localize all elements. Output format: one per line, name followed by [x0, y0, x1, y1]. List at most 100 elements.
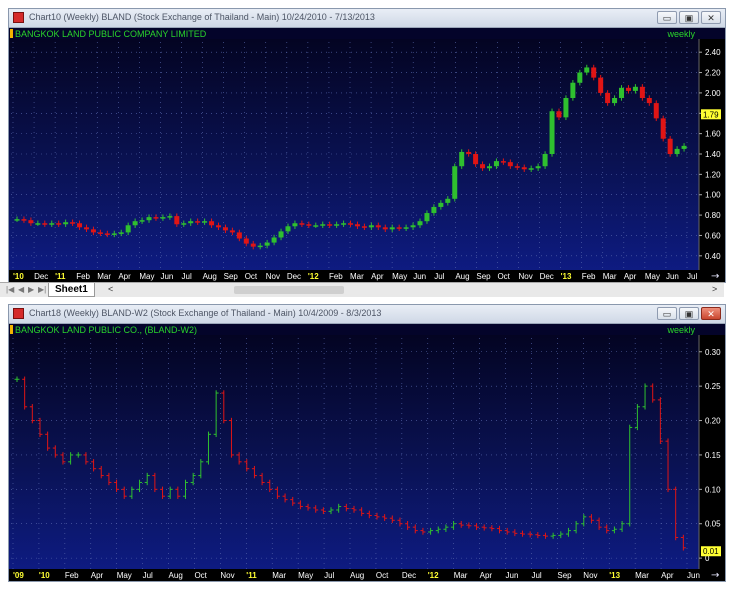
price-candle	[542, 154, 548, 167]
restore-button[interactable]: ▣	[679, 307, 699, 320]
price-candle	[139, 220, 145, 222]
x-tick-label: Feb	[65, 571, 79, 580]
horizontal-scrollbar[interactable]	[234, 286, 344, 294]
x-tick-label: May	[392, 272, 407, 281]
x-tick-label: Dec	[540, 272, 554, 281]
chart18-titlebar[interactable]: Chart18 (Weekly) BLAND-W2 (Stock Exchang…	[9, 305, 725, 324]
x-tick-label: Oct	[376, 571, 389, 580]
sheet-nav-first-icon[interactable]: |◀	[6, 285, 15, 294]
y-tick-label: 2.00	[705, 89, 721, 98]
price-candle	[528, 168, 534, 170]
price-candle	[591, 67, 597, 78]
x-tick-label: Nov	[220, 571, 234, 580]
price-candle	[375, 225, 381, 228]
sheet-nav-next-icon[interactable]: ▶	[28, 285, 35, 294]
x-tick-label: Mar	[97, 272, 111, 281]
x-tick-label: Feb	[329, 272, 343, 281]
price-candle	[202, 221, 208, 223]
x-tick-label: Jun	[506, 571, 519, 580]
price-candle	[229, 230, 235, 233]
title-strip	[9, 28, 725, 39]
scroll-right-icon[interactable]: >	[712, 284, 718, 294]
chart-app-icon	[13, 308, 24, 319]
y-tick-label: 2.20	[705, 69, 721, 78]
scroll-left-icon[interactable]: <	[108, 284, 114, 294]
price-candle	[445, 198, 451, 203]
title-strip	[9, 324, 725, 335]
price-candle	[674, 148, 680, 154]
price-candle	[35, 223, 41, 225]
x-tick-label: Mar	[603, 272, 617, 281]
chart-title: BANGKOK LAND PUBLIC CO., (BLAND-W2)	[15, 325, 197, 335]
price-candle	[410, 225, 416, 228]
x-tick-label: Oct	[497, 272, 510, 281]
price-candle	[667, 138, 673, 154]
sheet-nav-last-icon[interactable]: ▶|	[38, 285, 47, 294]
x-tick-label: Apr	[91, 571, 104, 580]
price-candle	[514, 166, 520, 168]
chart-app-icon	[13, 12, 24, 23]
price-candle	[348, 223, 354, 225]
x-tick-label: Sep	[557, 571, 572, 580]
price-candle	[681, 145, 687, 149]
x-tick-label: Oct	[194, 571, 207, 580]
price-candle	[368, 225, 374, 228]
y-tick-label: 1.20	[705, 170, 721, 179]
price-candle	[313, 225, 319, 227]
price-candle	[327, 224, 333, 226]
price-candle	[83, 227, 89, 230]
close-button[interactable]: ✕	[701, 11, 721, 24]
price-candle	[306, 224, 312, 226]
x-tick-label: '10	[39, 571, 50, 580]
price-candle	[70, 222, 76, 224]
close-button[interactable]: ✕	[701, 307, 721, 320]
y-tick-label: 0.25	[705, 382, 721, 391]
price-candle	[63, 222, 69, 225]
x-tick-label: Jul	[434, 272, 444, 281]
y-tick-label: 0.40	[705, 252, 721, 261]
chart10-titlebar[interactable]: Chart10 (Weekly) BLAND (Stock Exchange o…	[9, 9, 725, 28]
chart18-plot-area[interactable]: BANGKOK LAND PUBLIC CO., (BLAND-W2) weekl…	[9, 324, 725, 581]
price-candle	[570, 82, 576, 98]
price-candle	[424, 213, 430, 222]
chart18-title: Chart18 (Weekly) BLAND-W2 (Stock Exchang…	[29, 308, 382, 318]
price-candle	[493, 161, 499, 167]
minimize-button[interactable]: ▭	[657, 307, 677, 320]
x-tick-label: Mar	[350, 272, 364, 281]
restore-button[interactable]: ▣	[679, 11, 699, 24]
chart10-plot-area[interactable]: BANGKOK LAND PUBLIC COMPANY LIMITED weekl…	[9, 28, 725, 282]
x-tick-label: Apr	[624, 272, 637, 281]
chart18-svg[interactable]: BANGKOK LAND PUBLIC CO., (BLAND-W2) weekl…	[9, 324, 725, 581]
price-candle	[382, 227, 388, 230]
price-candle	[354, 224, 360, 227]
price-candle	[438, 202, 444, 207]
price-candle	[396, 227, 402, 229]
price-candle	[56, 223, 62, 225]
price-candle	[507, 162, 513, 167]
y-axis-panel	[699, 39, 725, 282]
price-candle	[125, 225, 131, 233]
price-candle	[431, 206, 437, 214]
price-candle	[389, 227, 395, 230]
sheet-tab-sheet1[interactable]: Sheet1	[48, 283, 95, 297]
price-candle	[236, 232, 242, 239]
x-tick-label: Aug	[169, 571, 183, 580]
price-candle	[660, 118, 666, 139]
minimize-button[interactable]: ▭	[657, 11, 677, 24]
price-candle	[167, 216, 173, 218]
chart10-svg[interactable]: BANGKOK LAND PUBLIC COMPANY LIMITED weekl…	[9, 28, 725, 282]
price-candle	[49, 223, 55, 225]
price-candle	[417, 221, 423, 226]
price-candle	[500, 161, 506, 163]
price-candle	[97, 232, 103, 234]
price-candle	[320, 224, 326, 226]
x-tick-label: Feb	[582, 272, 596, 281]
y-axis-panel	[699, 335, 725, 581]
x-tick-label: '13	[609, 571, 620, 580]
sheet-nav-prev-icon[interactable]: ◀	[18, 285, 25, 294]
sheet-tab-bar: |◀ ◀ ▶ ▶| Sheet1 < >	[0, 282, 724, 297]
title-marker	[10, 325, 13, 334]
x-tick-label: Jul	[182, 272, 192, 281]
axis-toggle-icon: →	[711, 570, 719, 581]
price-candle	[299, 223, 305, 225]
